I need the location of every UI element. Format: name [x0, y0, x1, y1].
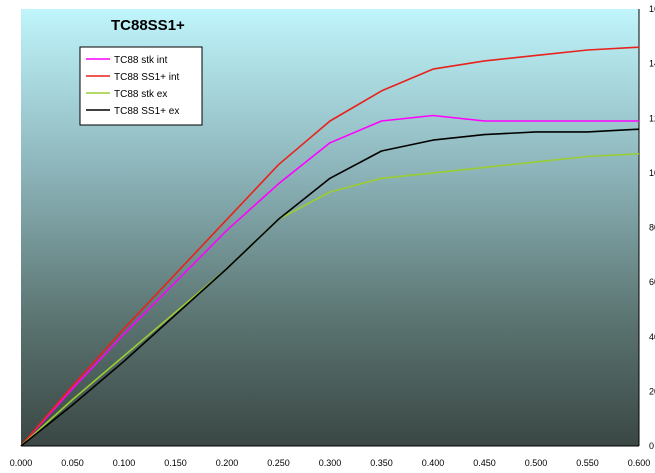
- y-tick-label: 120: [649, 113, 655, 123]
- chart-title: TC88SS1+: [111, 17, 185, 34]
- y-tick-label: 160: [649, 4, 655, 14]
- x-tick-labels: 0.000 0.050 0.100 0.150 0.200 0.250 0.300 0.350…: [10, 458, 651, 468]
- y-tick-labels: 0 20 40 60 80 100 120 140 160: [649, 4, 655, 451]
- y-tick-label: 140: [649, 59, 655, 69]
- x-tick-label: 0.000: [10, 458, 33, 468]
- x-tick-label: 0.050: [61, 458, 84, 468]
- x-tick-label: 0.500: [525, 458, 548, 468]
- legend-label-2: TC88 SS1+ int: [114, 72, 180, 83]
- x-tick-label: 0.350: [370, 458, 393, 468]
- legend: TC88 stk int TC88 SS1+ int TC88 stk ex TC88…: [79, 46, 203, 126]
- series-layer: [20, 46, 640, 447]
- x-tick-label: 0.600: [628, 458, 651, 468]
- x-tick-label: 0.300: [319, 458, 342, 468]
- y-tick-label: 40: [649, 332, 655, 342]
- x-tick-label: 0.450: [473, 458, 496, 468]
- x-tick-label: 0.200: [216, 458, 239, 468]
- y-tick-label: 0: [649, 441, 654, 451]
- series-line-4: [20, 128, 640, 447]
- legend-label-1: TC88 stk int: [114, 55, 168, 66]
- series-line-2: [20, 46, 640, 447]
- x-tick-label: 0.400: [422, 458, 445, 468]
- x-tick-label: 0.150: [164, 458, 187, 468]
- y-tick-label: 100: [649, 168, 655, 178]
- y-tick-label: 60: [649, 277, 655, 287]
- series-line-3: [20, 153, 640, 447]
- x-tick-label: 0.100: [113, 458, 136, 468]
- x-tick-label: 0.550: [576, 458, 599, 468]
- series-line-1: [20, 114, 639, 447]
- legend-box: [79, 46, 203, 126]
- legend-label-3: TC88 stk ex: [114, 89, 167, 100]
- y-tick-label: 20: [649, 386, 655, 396]
- legend-label-4: TC88 SS1+ ex: [114, 106, 179, 117]
- x-tick-label: 0.250: [267, 458, 290, 468]
- y-tick-label: 80: [649, 223, 655, 233]
